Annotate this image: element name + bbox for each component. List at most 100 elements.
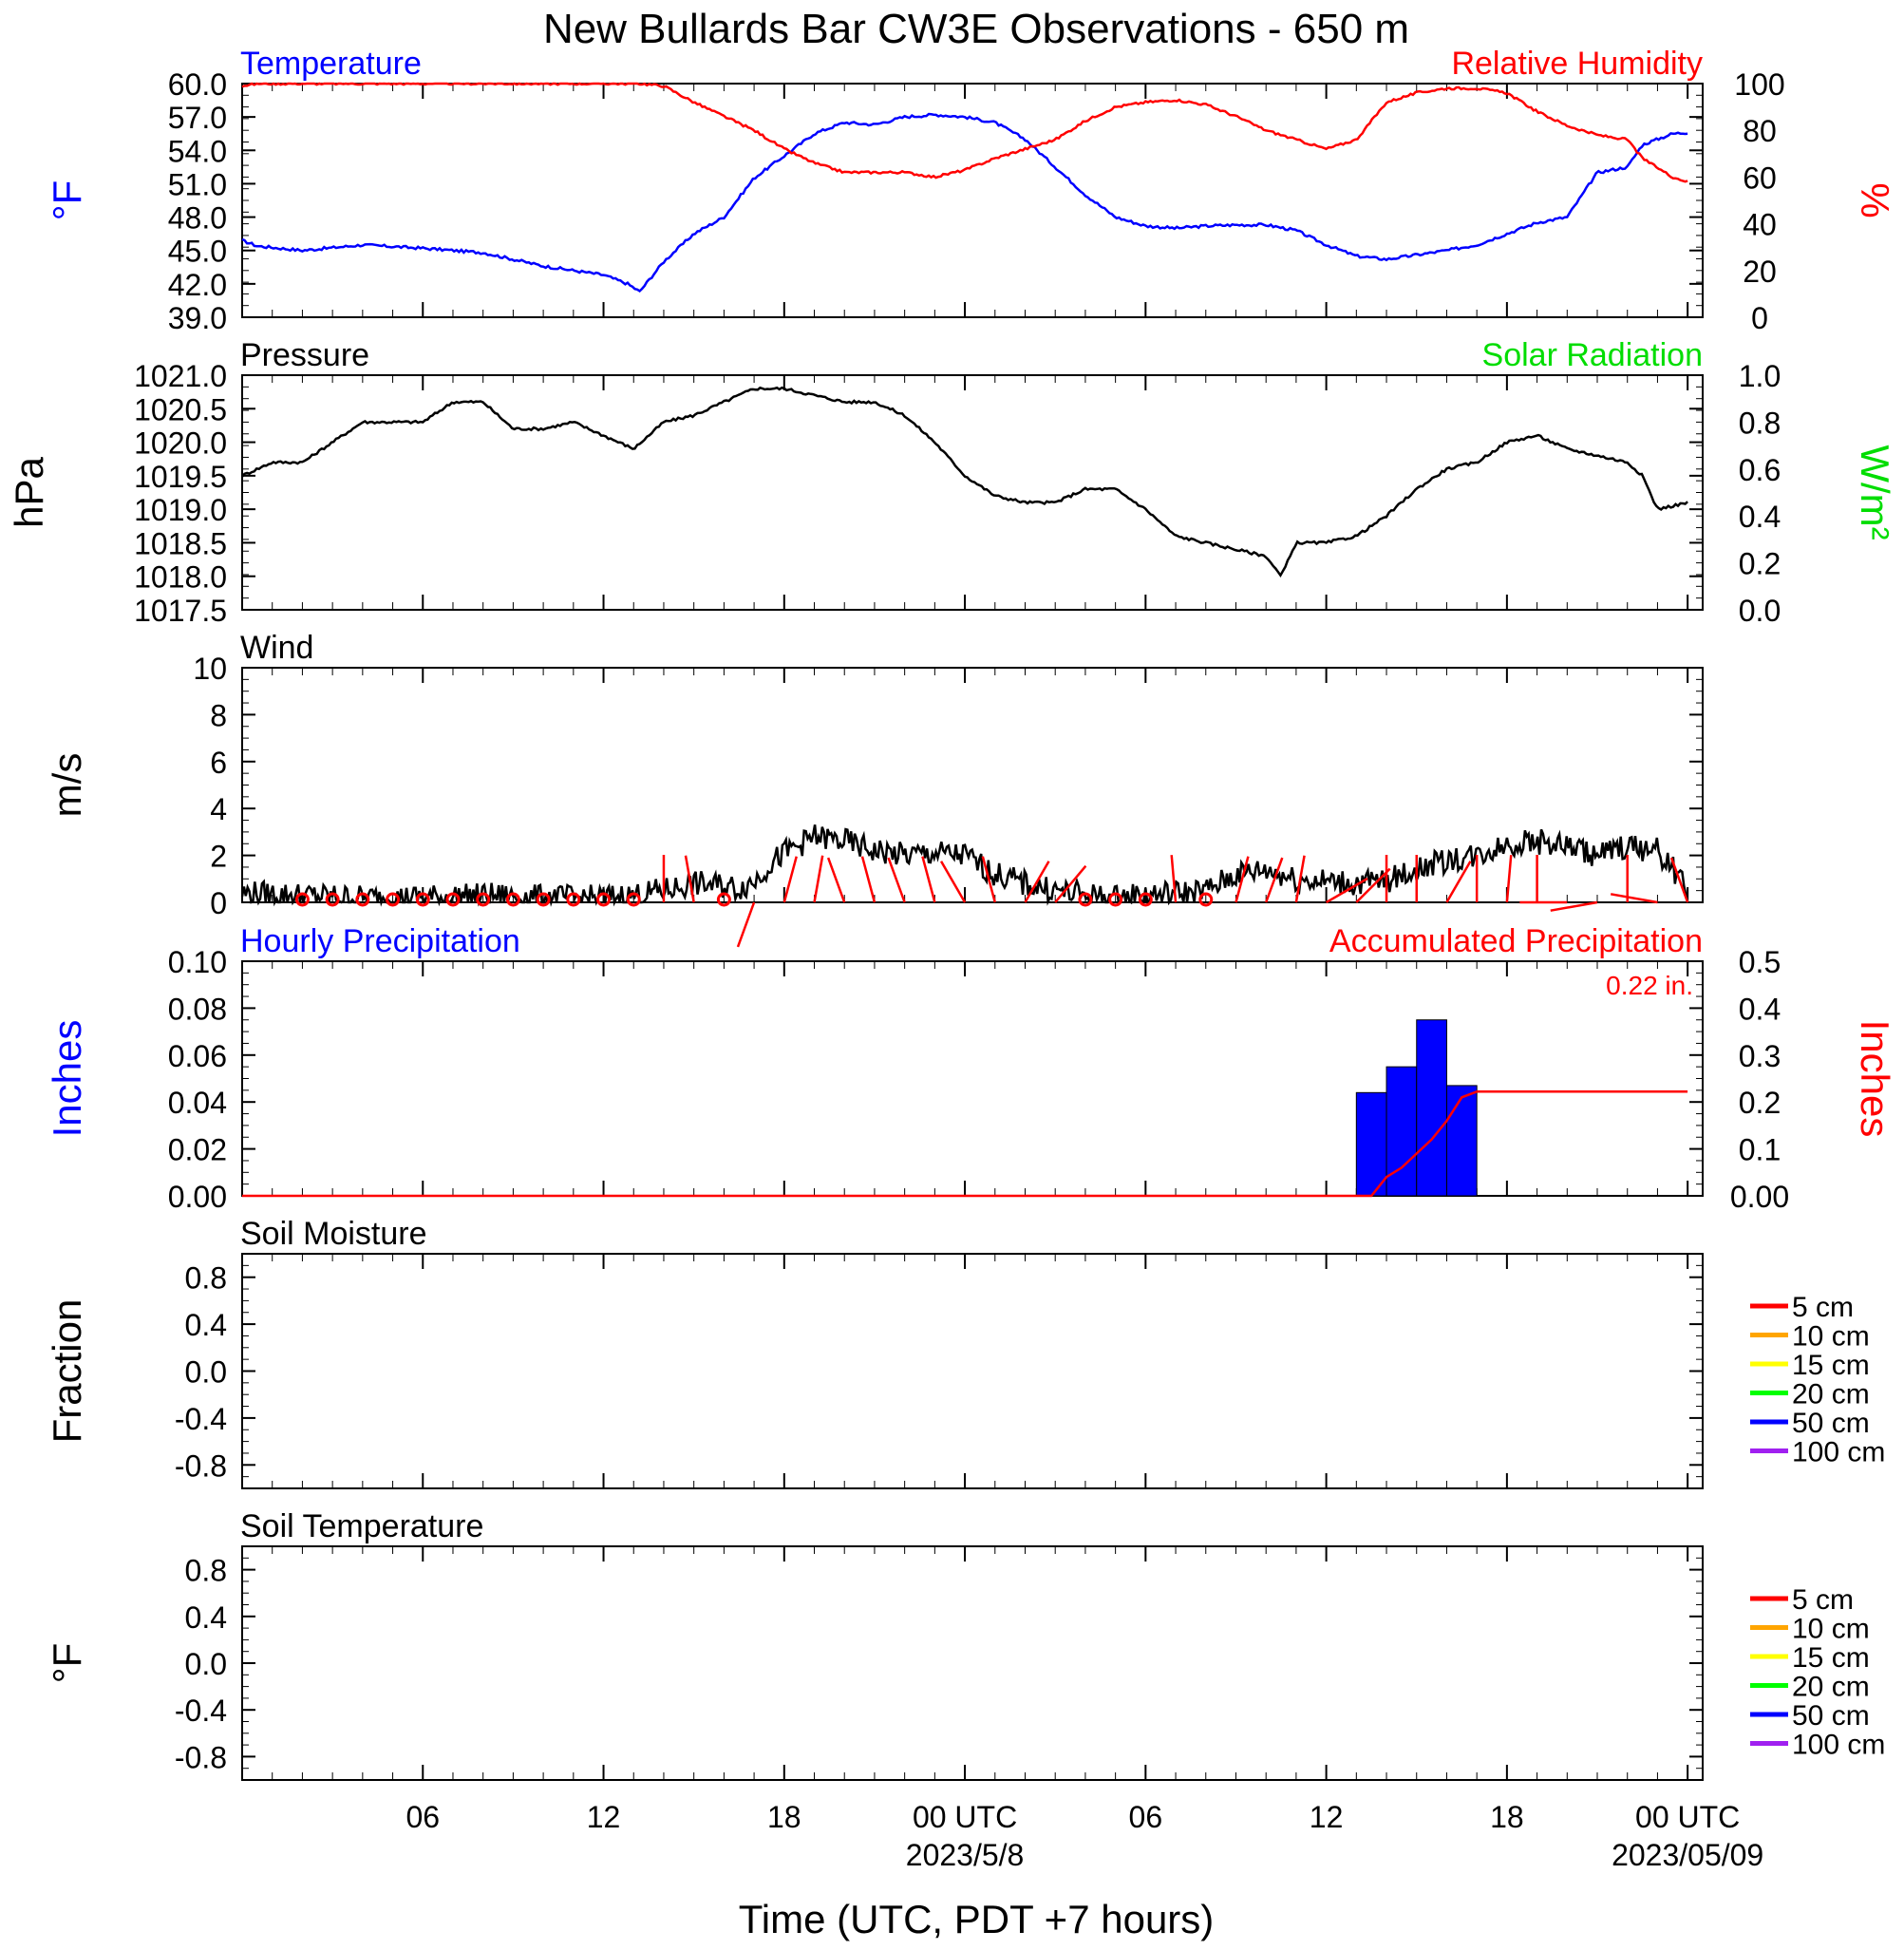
- wind-barb: [1235, 856, 1250, 903]
- x-axis: 06 12 18 00 UTC 2023/5/8 06 12 18 00 UTC 2023/05/…: [405, 1800, 1763, 1872]
- y-tick-label-left: 48.0: [168, 201, 227, 236]
- plot-frame: [241, 960, 1704, 1197]
- plot-frame: [241, 1545, 1704, 1781]
- wind-barb: [1610, 893, 1658, 904]
- wind-barb: [1170, 855, 1178, 903]
- y-tick-label-right: 0.6: [1739, 453, 1781, 487]
- y-tick-label-right: 40: [1743, 208, 1777, 242]
- y-tick-label-left: -0.4: [175, 1402, 227, 1436]
- y-tick-label-left: -0.8: [175, 1740, 227, 1774]
- y-tick-label-left: 0.08: [168, 992, 227, 1026]
- wind-barb: [1294, 855, 1306, 903]
- y-tick-label-left: 0.4: [185, 1600, 227, 1635]
- legend-label: 10 cm: [1792, 1614, 1870, 1645]
- wind-barb-calm: [596, 892, 612, 907]
- y-tick-label-right: 0.0: [1739, 594, 1781, 628]
- y-tick-label-left: 1018.0: [134, 560, 227, 595]
- legend-label: 5 cm: [1792, 1292, 1854, 1323]
- y-tick-label-right: 0.8: [1739, 406, 1781, 440]
- accumulated-precip-line: [242, 1090, 1688, 1198]
- x-tick-label: 12: [1310, 1800, 1344, 1834]
- wind-barb-calm: [294, 892, 310, 907]
- panel-title-right: Relative Humidity: [1451, 46, 1703, 82]
- panel-title-left: Temperature: [240, 46, 422, 82]
- legend-label: 15 cm: [1792, 1642, 1870, 1674]
- legend-label: 50 cm: [1792, 1408, 1870, 1439]
- wind-barb-calm: [1198, 892, 1214, 907]
- y-tick-label-left: 1020.0: [134, 426, 227, 461]
- y-tick-label-right: 0.3: [1739, 1039, 1781, 1073]
- precip-bar: [1386, 1066, 1418, 1197]
- y-tick-label-left: 57.0: [168, 101, 227, 135]
- y-tick-label-right: 0: [1751, 301, 1768, 335]
- legend-label: 20 cm: [1792, 1379, 1870, 1410]
- y-tick-label-right: 0.00: [1730, 1180, 1789, 1214]
- wind-barb-calm: [566, 892, 581, 907]
- y-axis-label-left: Fraction: [45, 1299, 89, 1444]
- wind-barb: [1265, 857, 1284, 903]
- x-axis-title: Time (UTC, PDT +7 hours): [739, 1897, 1215, 1941]
- series-line-pressure: [241, 386, 1688, 578]
- wind-barb: [981, 856, 996, 903]
- legend-label: 50 cm: [1792, 1700, 1870, 1732]
- x-tick-label: 18: [1490, 1800, 1524, 1834]
- panel-precipitation: Hourly Precipitation Accumulated Precipit…: [45, 923, 1897, 1214]
- y-tick-label-left: 0.10: [168, 945, 227, 979]
- wind-barb: [1355, 867, 1391, 903]
- y-tick-label-left: 4: [210, 792, 227, 826]
- y-tick-label-right: 0.5: [1739, 945, 1781, 979]
- panel-title-left: Soil Temperature: [240, 1508, 483, 1544]
- wind-barb-calm: [626, 892, 641, 907]
- y-tick-label-right: 100: [1734, 67, 1784, 102]
- y-tick-label-left: 2: [210, 840, 227, 874]
- series-line-wind-speed: [240, 824, 1689, 907]
- plot-frame: [241, 1253, 1704, 1489]
- y-tick-label-left: 10: [193, 652, 227, 686]
- panel-title-left: Pressure: [240, 337, 369, 373]
- legend-label: 20 cm: [1792, 1672, 1870, 1703]
- y-tick-label-left: 1019.0: [134, 493, 227, 527]
- x-date-label: 2023/05/09: [1612, 1838, 1763, 1872]
- wind-barb-calm: [355, 892, 370, 907]
- y-tick-label-left: 0: [210, 886, 227, 920]
- y-tick-label-left: 1021.0: [134, 359, 227, 393]
- y-axis-label-right: %: [1853, 182, 1897, 218]
- panel-temperature-rh: Temperature Relative Humidity 60.057.054.0…: [45, 46, 1897, 335]
- y-tick-label-right: 0.4: [1739, 500, 1781, 534]
- y-tick-label-left: 60.0: [168, 67, 227, 102]
- y-tick-label-left: 0.02: [168, 1133, 227, 1167]
- y-tick-label-left: 6: [210, 746, 227, 780]
- wind-barb: [736, 901, 756, 948]
- wind-barb-calm: [536, 892, 551, 907]
- y-axis-label-left: Inches: [45, 1020, 89, 1138]
- y-tick-label-right: 1.0: [1739, 359, 1781, 393]
- wind-barb: [921, 856, 936, 903]
- x-tick-label: 00 UTC: [1635, 1800, 1740, 1834]
- y-tick-label-right: 0.4: [1739, 992, 1781, 1026]
- y-tick-label-left: 39.0: [168, 301, 227, 335]
- wind-barb: [1505, 855, 1513, 903]
- figure-title: New Bullards Bar CW3E Observations - 650…: [543, 6, 1409, 52]
- panel-pressure: Pressure Solar Radiation 1021.01020.51020.…: [7, 337, 1897, 628]
- y-axis-label-right: W/m²: [1853, 445, 1897, 540]
- wind-barb: [1550, 900, 1598, 912]
- x-tick-label: 00 UTC: [913, 1800, 1017, 1834]
- x-tick-label: 06: [405, 1800, 440, 1834]
- y-tick-label-left: 45.0: [168, 235, 227, 269]
- wind-barb-calm: [1138, 892, 1153, 907]
- legend-label: 100 cm: [1792, 1730, 1885, 1761]
- wind-barb: [887, 857, 906, 903]
- wind-barb-calm: [386, 892, 401, 907]
- y-axis-label-left: °F: [45, 1643, 89, 1683]
- y-tick-label-left: 54.0: [168, 134, 227, 168]
- panel-title-right: Accumulated Precipitation: [1329, 923, 1703, 959]
- y-tick-label-left: 0.8: [185, 1554, 227, 1588]
- wind-barb: [1024, 861, 1050, 903]
- precip-bar: [1445, 1085, 1478, 1197]
- y-tick-label-left: 0.04: [168, 1086, 227, 1120]
- wind-barb: [1445, 861, 1472, 903]
- wind-barb: [782, 856, 798, 903]
- wind-barb-calm: [415, 892, 430, 907]
- y-axis-label-left: m/s: [45, 753, 89, 818]
